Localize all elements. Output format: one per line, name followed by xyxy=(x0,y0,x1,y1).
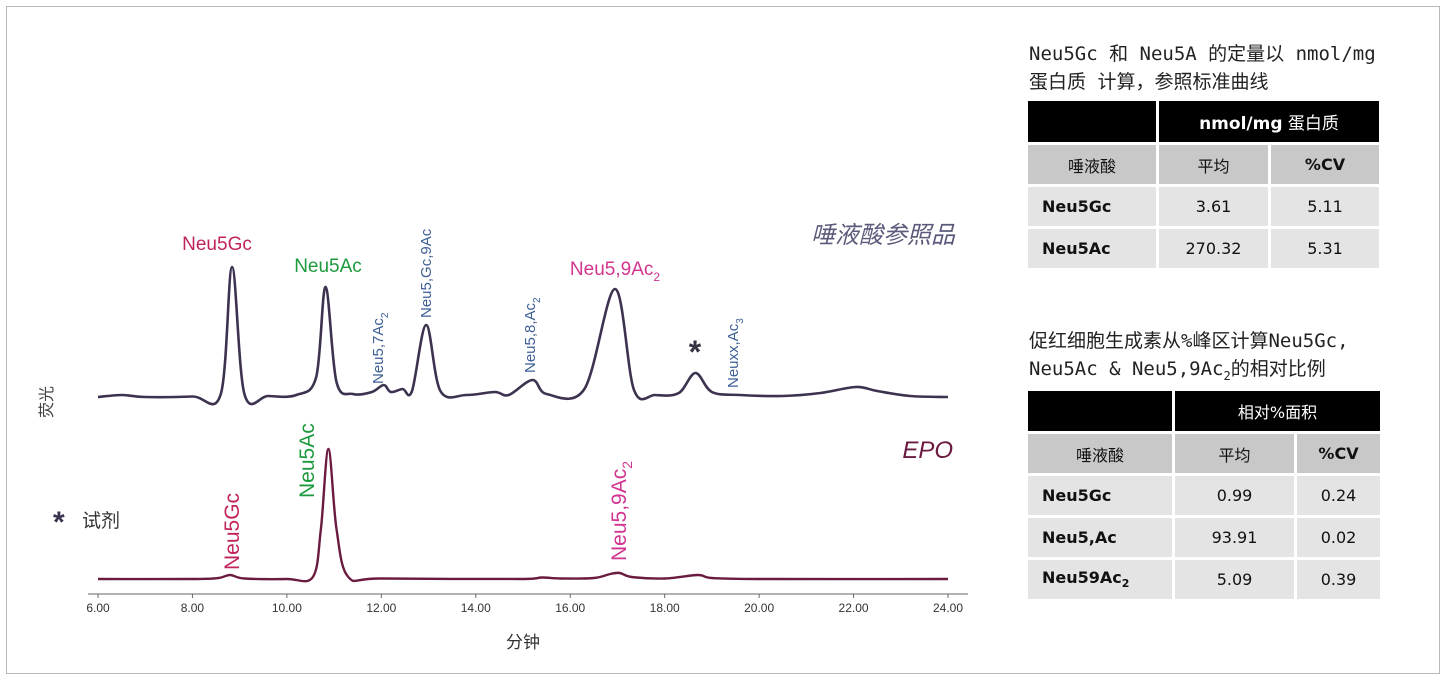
peak-label-subscript: 2 xyxy=(532,297,543,303)
table2-col-cv: %CV xyxy=(1297,434,1380,473)
table2-row0-name-text: Neu5Gc xyxy=(1042,486,1112,505)
peak-label: * xyxy=(689,334,702,370)
x-tick-label: 6.00 xyxy=(86,601,110,615)
epo-trace-label: EPO xyxy=(902,437,953,464)
table1-header-blank xyxy=(1028,101,1156,142)
x-tick-label: 16.00 xyxy=(555,601,585,615)
chromatogram-chart: 6.00 8.00 10.00 12.00 14.00 16.00 18.00 20.00 22… xyxy=(37,221,968,653)
x-tick-label: 14.00 xyxy=(461,601,491,615)
reference-trace-line xyxy=(97,265,949,406)
table2-row1-mean: 93.91 xyxy=(1175,518,1294,557)
peak-label-text: * xyxy=(689,334,702,370)
peak-label-text: Neu5Ac xyxy=(294,256,362,277)
table2-row1-name-text: Neu5,Ac xyxy=(1042,528,1117,547)
x-tick-label: 18.00 xyxy=(650,601,680,615)
table2-title-line2: Neu5Ac & Neu5,9Ac2的相对比例 xyxy=(1029,355,1439,390)
table1-title-line1: Neu5Gc 和 Neu5A 的定量以 nmol/mg xyxy=(1029,43,1376,65)
x-tick-label: 12.00 xyxy=(366,601,396,615)
peak-label: Neu5Ac xyxy=(294,256,362,277)
table-row: Neu5Ac 270.32 5.31 xyxy=(1028,229,1379,268)
table-row: Neu5,Ac 93.91 0.02 xyxy=(1028,518,1380,557)
table1-row0-cv: 5.11 xyxy=(1271,187,1379,226)
table2-row2-name-text: Neu59Ac xyxy=(1042,568,1122,588)
peak-label-subscript: 2 xyxy=(380,312,391,318)
table1-row1-name: Neu5Ac xyxy=(1028,229,1156,268)
relative-area-table: 相对%面积 唾液酸 平均 %CV Neu5Gc 0.99 0.24 Neu5,A… xyxy=(1025,388,1383,602)
table2-col-name: 唾液酸 xyxy=(1028,434,1172,473)
table-row: Neu5Gc 3.61 5.11 xyxy=(1028,187,1379,226)
table2-col-mean: 平均 xyxy=(1175,434,1294,473)
table2-header-unit: 相对%面积 xyxy=(1175,391,1380,431)
peak-label: Neu5,Gc,9Ac xyxy=(418,228,435,318)
table2-row2-name: Neu59Ac2 xyxy=(1028,560,1172,599)
peak-label-text: Neu5Gc xyxy=(182,234,252,255)
table2-title-line2-post: 的相对比例 xyxy=(1230,358,1326,380)
figure-frame xyxy=(6,6,1440,674)
table1-title: Neu5Gc 和 Neu5A 的定量以 nmol/mg 蛋白质 计算，参照标准曲… xyxy=(1029,40,1429,96)
table1-col-mean: 平均 xyxy=(1159,145,1268,184)
table1-row0-mean: 3.61 xyxy=(1159,187,1268,226)
x-tick-label: 24.00 xyxy=(933,601,963,615)
table1-row1-cv: 5.31 xyxy=(1271,229,1379,268)
table1-row0-name: Neu5Gc xyxy=(1028,187,1156,226)
peak-label-text: Neu5Gc xyxy=(221,493,244,570)
table2-title-line2-pre: Neu5Ac & Neu5,9Ac xyxy=(1029,358,1224,380)
x-tick-label: 22.00 xyxy=(839,601,869,615)
peak-label-subscript: 2 xyxy=(653,270,660,284)
peak-label-text: Neu5Ac xyxy=(296,423,319,498)
x-axis-label: 分钟 xyxy=(506,633,540,653)
x-tick-label: 10.00 xyxy=(272,601,302,615)
table2-title-line2-sub: 2 xyxy=(1223,368,1231,383)
peak-label-subscript: 2 xyxy=(619,461,635,469)
sialic-quant-table: nmol/mg 蛋白质 唾液酸 平均 %CV Neu5Gc 3.61 5.11 … xyxy=(1025,98,1382,271)
peak-label: Neu5,9Ac2 xyxy=(608,461,635,561)
table2-row2-cv: 0.39 xyxy=(1297,560,1380,599)
table2-row0-name: Neu5Gc xyxy=(1028,476,1172,515)
peak-label-text: Neu5,8,Ac xyxy=(522,302,539,373)
epo-trace-line xyxy=(97,447,949,583)
peak-label: Neu5Gc xyxy=(221,493,244,570)
peak-label: Neu5,9Ac2 xyxy=(570,259,660,284)
peak-label-text: Neuxx,Ac xyxy=(725,323,742,388)
table2-row2-mean: 5.09 xyxy=(1175,560,1294,599)
table1-col-name: 唾液酸 xyxy=(1028,145,1156,184)
table1-row1-mean: 270.32 xyxy=(1159,229,1268,268)
peak-label: Neu5,7Ac2 xyxy=(370,312,391,384)
x-tick-label: 8.00 xyxy=(181,601,205,615)
table1-col-cv: %CV xyxy=(1271,145,1379,184)
table1-header-unit-rest: 蛋白质 xyxy=(1282,114,1339,134)
table2-row1-cv: 0.02 xyxy=(1297,518,1380,557)
footnote-text: 试剂 xyxy=(82,510,120,532)
table2-header-blank xyxy=(1028,391,1172,431)
footnote-star: * xyxy=(53,506,65,539)
table2-row2-name-sub: 2 xyxy=(1121,577,1130,591)
table2-title: 促红细胞生成素从%峰区计算Neu5Gc, Neu5Ac & Neu5,9Ac2的… xyxy=(1029,327,1439,390)
peak-label: Neu5Ac xyxy=(296,423,319,498)
table1-title-line2: 蛋白质 计算，参照标准曲线 xyxy=(1029,71,1269,93)
table2-row0-cv: 0.24 xyxy=(1297,476,1380,515)
table-row: Neu59Ac2 5.09 0.39 xyxy=(1028,560,1380,599)
peak-label-text: Neu5,9Ac xyxy=(570,259,653,280)
table2-row1-name: Neu5,Ac xyxy=(1028,518,1172,557)
peak-label-text: Neu5,7Ac xyxy=(370,318,387,384)
table2-title-line1: 促红细胞生成素从%峰区计算Neu5Gc, xyxy=(1029,330,1349,352)
table2-row0-mean: 0.99 xyxy=(1175,476,1294,515)
peak-label-subscript: 3 xyxy=(735,318,746,324)
y-axis-label: 荧光 xyxy=(37,386,56,418)
table-row: Neu5Gc 0.99 0.24 xyxy=(1028,476,1380,515)
reference-trace-label: 唾液酸参照品 xyxy=(811,221,956,249)
peak-label-text: Neu5,Gc,9Ac xyxy=(418,228,435,318)
peak-label-text: Neu5,9Ac xyxy=(608,469,631,561)
peak-label: Neu5Gc xyxy=(182,234,252,255)
table1-header-unit-bold: nmol/mg xyxy=(1199,114,1283,134)
table1-header-unit: nmol/mg 蛋白质 xyxy=(1159,101,1379,142)
peak-label: Neu5,8,Ac2 xyxy=(522,297,543,373)
x-tick-label: 20.00 xyxy=(744,601,774,615)
peak-label: Neuxx,Ac3 xyxy=(725,318,746,388)
